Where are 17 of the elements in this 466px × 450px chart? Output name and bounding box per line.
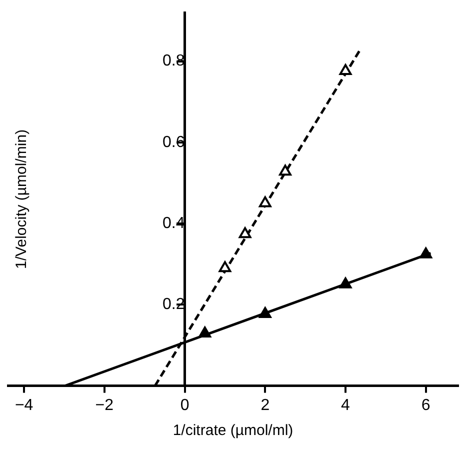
- x-axis-title: 1/citrate (µmol/ml): [172, 422, 294, 440]
- x-tick-label: −2: [95, 396, 114, 414]
- point: [339, 64, 352, 76]
- point: [339, 277, 352, 288]
- point: [218, 261, 232, 272]
- point: [258, 307, 272, 318]
- point: [258, 196, 272, 208]
- point: [420, 247, 432, 258]
- x-tick-label: −4: [14, 396, 34, 414]
- x-tick-label: 0: [180, 396, 190, 414]
- x-tick-label: 2: [260, 396, 270, 414]
- point: [198, 326, 212, 338]
- y-axis-title: 1/Velocity (µmol/min): [13, 129, 30, 269]
- x-tick-label: 6: [421, 396, 430, 414]
- point: [238, 227, 252, 238]
- point: [279, 164, 292, 176]
- x-tick-label: 4: [341, 396, 350, 414]
